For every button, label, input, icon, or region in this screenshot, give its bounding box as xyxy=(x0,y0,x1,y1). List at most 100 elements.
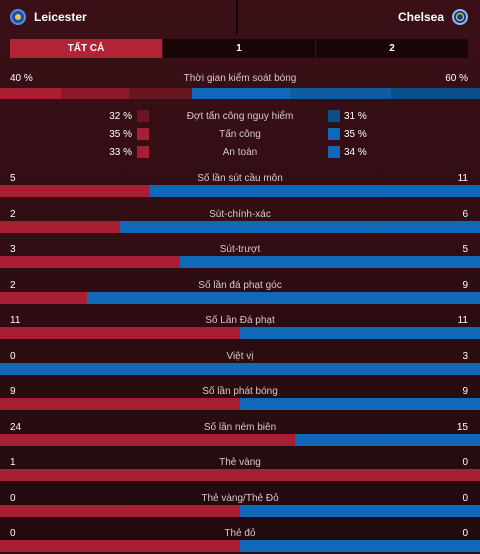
stat-bar xyxy=(0,469,480,481)
tab-all[interactable]: TẤT CẢ xyxy=(10,39,163,58)
stat-away-value: 0 xyxy=(462,492,468,504)
stat-bar-home xyxy=(0,504,240,517)
home-team-name: Leicester xyxy=(34,10,87,24)
stat-bar-home xyxy=(0,185,150,197)
stat-away-value: 15 xyxy=(456,421,468,433)
stat-away-value: 3 xyxy=(462,350,468,362)
stat-bar xyxy=(0,433,480,446)
stat-home-value: 3 xyxy=(10,244,16,255)
stat-bar-away xyxy=(295,433,480,446)
breakdown-home: 32 % xyxy=(109,111,132,122)
stat-row: 0 Thẻ đỏ 0 xyxy=(0,528,480,554)
stat-bar-away xyxy=(0,362,480,375)
stat-bar-home xyxy=(0,327,240,339)
stat-home-value: 0 xyxy=(10,350,16,362)
stat-row: 2 Số lần đá phạt góc 9 xyxy=(0,280,480,306)
stat-row: 3 Sút-trượt 5 xyxy=(0,244,480,270)
stat-bar xyxy=(0,220,480,233)
stat-bar xyxy=(0,185,480,197)
breakdown-label: Đợt tấn công nguy hiểm xyxy=(186,111,294,122)
possession-away-segment xyxy=(390,88,480,99)
possession-bar xyxy=(0,88,480,99)
away-team[interactable]: Chelsea xyxy=(238,0,480,34)
stat-away-value: 9 xyxy=(462,386,468,397)
breakdown-row: 33 % An toàn 34 % xyxy=(0,146,480,160)
stat-row: 11 Số Lần Đá phạt 11 xyxy=(0,315,480,341)
stat-label: Sút-chính-xác xyxy=(209,208,271,220)
stat-away-value: 11 xyxy=(457,315,468,326)
home-color-swatch xyxy=(137,146,149,158)
stat-home-value: 0 xyxy=(10,528,16,539)
stat-label: Thẻ vàng xyxy=(219,457,261,468)
breakdown-label: An toàn xyxy=(222,147,258,158)
stat-row: 24 Số lần ném biên 15 xyxy=(0,422,480,448)
stat-row: 9 Số lần phát bóng 9 xyxy=(0,386,480,412)
stat-label: Thẻ đỏ xyxy=(224,528,256,539)
stat-bar xyxy=(0,291,480,304)
possession-home: 40 % xyxy=(10,73,33,84)
away-color-swatch xyxy=(328,128,340,140)
stat-home-value: 2 xyxy=(10,279,16,291)
breakdown-away: 34 % xyxy=(344,147,367,158)
breakdown-home: 33 % xyxy=(109,147,132,158)
stat-bar-home xyxy=(0,398,240,410)
stat-bar-home xyxy=(0,220,120,233)
tab-first-half[interactable]: 1 xyxy=(163,39,316,58)
stat-label: Số lần ném biên xyxy=(203,421,277,433)
possession-home-segment xyxy=(0,88,62,99)
breakdown-label: Tấn công xyxy=(219,129,261,140)
breakdown-away: 31 % xyxy=(344,111,367,122)
stat-row: 0 Việt vị 3 xyxy=(0,351,480,377)
stat-bar-home xyxy=(0,469,480,481)
tab-second-half[interactable]: 2 xyxy=(389,43,395,54)
stat-home-value: 9 xyxy=(10,386,16,397)
stat-home-value: 2 xyxy=(10,208,16,220)
stat-bar xyxy=(0,327,480,339)
stat-bar-away xyxy=(240,540,480,552)
period-tabs: TẤT CẢ 1 2 xyxy=(10,39,468,58)
possession-home-segment xyxy=(61,88,129,99)
stat-label: Việt vị xyxy=(226,350,254,362)
stat-home-value: 0 xyxy=(10,492,16,504)
stat-bar-away xyxy=(120,220,480,233)
possession-away: 60 % xyxy=(445,73,468,84)
breakdown-home: 35 % xyxy=(109,129,132,140)
stat-label: Thẻ vàng/Thẻ Đỏ xyxy=(201,492,279,504)
stat-away-value: 5 xyxy=(462,244,468,255)
stat-bar xyxy=(0,362,480,375)
stat-row: 0 Thẻ vàng/Thẻ Đỏ 0 xyxy=(0,493,480,519)
home-color-swatch xyxy=(137,128,149,140)
possession-away-segment xyxy=(289,88,391,99)
stat-label: Số lần đá phạt góc xyxy=(198,279,282,291)
stat-bar-away xyxy=(240,504,480,517)
stat-row: 5 Số lần sút cầu môn 11 xyxy=(0,173,480,199)
home-color-swatch xyxy=(137,110,149,122)
chelsea-crest-icon xyxy=(452,9,468,25)
stat-bar-away xyxy=(240,327,480,339)
possession-row: 40 % Thời gian kiểm soát bóng 60 % xyxy=(0,73,480,85)
stat-label: Số lần phát bóng xyxy=(202,386,278,397)
stat-label: Số lần sút cầu môn xyxy=(197,173,283,184)
stat-bar-home xyxy=(0,256,180,268)
stat-bar-away xyxy=(180,256,480,268)
away-color-swatch xyxy=(328,110,340,122)
possession-away-segment xyxy=(191,88,290,99)
away-color-swatch xyxy=(328,146,340,158)
stat-away-value: 6 xyxy=(462,208,468,220)
breakdown-row: 35 % Tấn công 35 % xyxy=(0,128,480,142)
stat-home-value: 1 xyxy=(10,457,16,468)
stat-bar-home xyxy=(0,291,88,304)
stat-bar-home xyxy=(0,433,296,446)
stat-bar xyxy=(0,398,480,410)
stat-home-value: 5 xyxy=(10,173,16,184)
stat-away-value: 11 xyxy=(457,173,468,184)
stat-home-value: 11 xyxy=(10,315,21,326)
stat-row: 2 Sút-chính-xác 6 xyxy=(0,209,480,235)
breakdown-row: 32 % Đợt tấn công nguy hiểm 31 % xyxy=(0,110,480,124)
possession-home-segment xyxy=(128,88,192,99)
stat-bar xyxy=(0,504,480,517)
stat-away-value: 0 xyxy=(462,457,468,468)
home-team[interactable]: Leicester xyxy=(0,0,238,34)
stat-row: 1 Thẻ vàng 0 xyxy=(0,457,480,483)
